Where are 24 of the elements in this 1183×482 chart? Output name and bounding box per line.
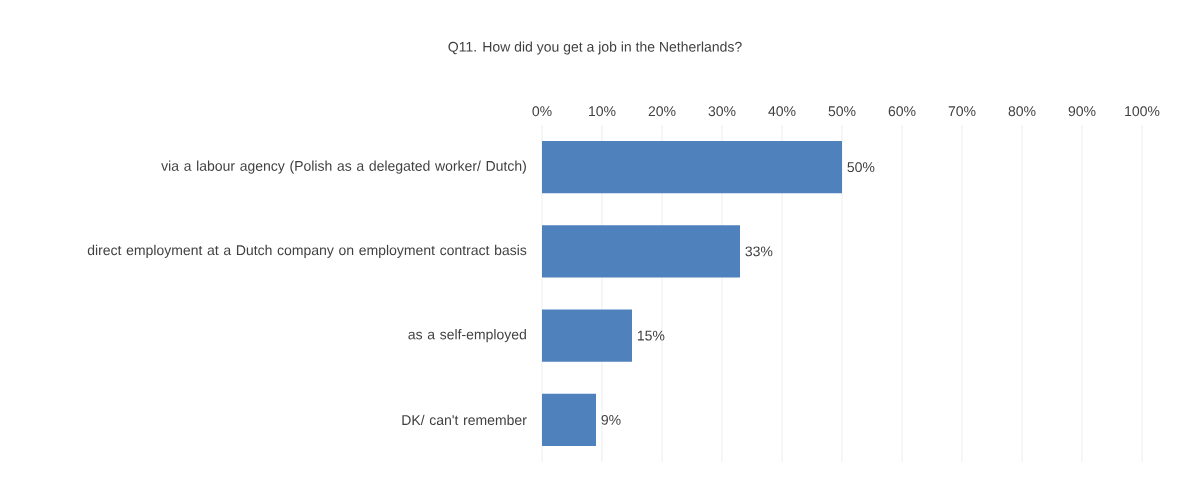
x-tick-label: 40% bbox=[768, 106, 796, 117]
data-label: 33% bbox=[745, 246, 773, 257]
y-tick-label: DK/ can't remember bbox=[402, 414, 527, 426]
bar bbox=[542, 309, 632, 362]
bar bbox=[542, 393, 596, 446]
x-tick-label: 100% bbox=[1125, 106, 1160, 117]
chart-title: Q11. How did you get a job in the Netherlands? bbox=[448, 41, 742, 55]
y-tick-label: via a labour agency (Polish as a delegated worker/ Dutch) bbox=[161, 160, 526, 174]
bar bbox=[542, 141, 842, 194]
x-tick-label: 60% bbox=[888, 106, 916, 117]
x-tick-label: 80% bbox=[1008, 106, 1036, 117]
x-tick-label: 30% bbox=[708, 106, 736, 117]
x-tick-label: 50% bbox=[828, 106, 856, 117]
data-label: 15% bbox=[637, 330, 665, 341]
data-label: 9% bbox=[601, 414, 621, 425]
x-tick-label: 0% bbox=[532, 106, 552, 117]
data-label: 50% bbox=[847, 162, 875, 173]
x-tick-label: 10% bbox=[589, 106, 616, 117]
bar bbox=[542, 225, 740, 278]
x-tick-label: 90% bbox=[1068, 106, 1096, 117]
y-tick-label: as a self-employed bbox=[408, 329, 526, 343]
y-tick-label: direct employment at a Dutch company on employment contract basis bbox=[87, 244, 527, 258]
x-tick-label: 70% bbox=[948, 106, 976, 117]
x-tick-label: 20% bbox=[648, 106, 676, 117]
